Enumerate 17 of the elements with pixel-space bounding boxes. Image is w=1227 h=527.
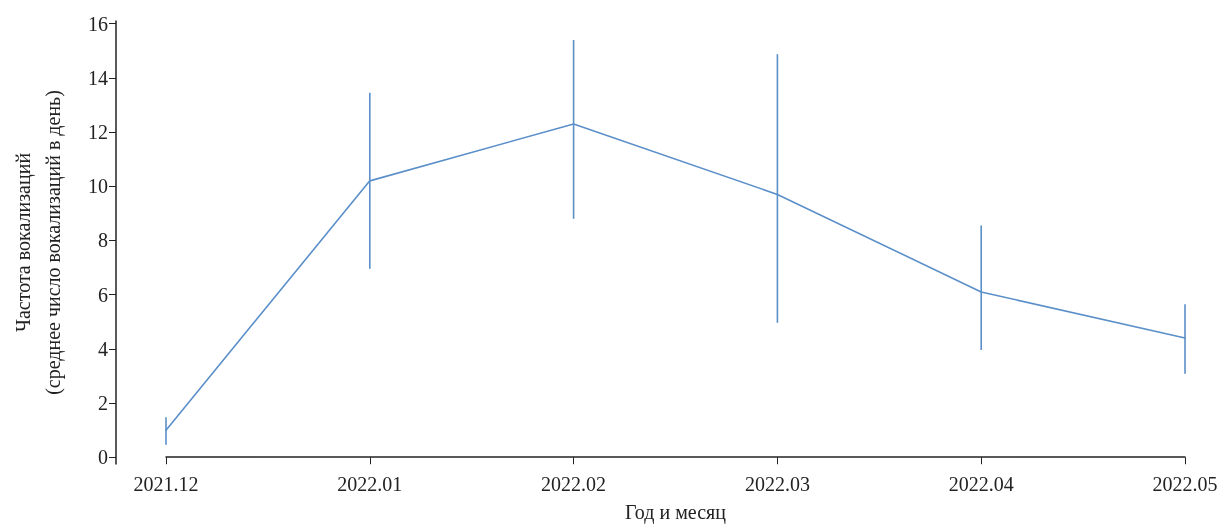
y-tick-label: 10	[88, 175, 108, 198]
y-tick-label: 2	[98, 392, 108, 415]
x-tick-label: 2022.05	[1152, 473, 1218, 495]
y-tick-label: 8	[98, 229, 108, 252]
x-axis-title: Год и месяц	[625, 501, 727, 524]
x-tick-label: 2022.02	[541, 473, 607, 495]
y-tick-label: 4	[98, 337, 108, 360]
x-tick-label: 2022.03	[744, 473, 810, 495]
y-tick-label: 14	[88, 66, 108, 89]
y-axis-title: Частота вокализаций (среднее число вокализаций в день)	[12, 90, 65, 395]
y-tick-label: 16	[88, 12, 108, 35]
y-tick-label: 0	[98, 446, 108, 469]
x-tick-label: 2021.12	[133, 473, 199, 495]
x-tick-label: 2022.01	[337, 473, 403, 495]
x-tick-label: 2022.04	[948, 473, 1014, 495]
y-tick-label: 6	[98, 283, 108, 306]
y-tick-label: 12	[88, 121, 108, 144]
